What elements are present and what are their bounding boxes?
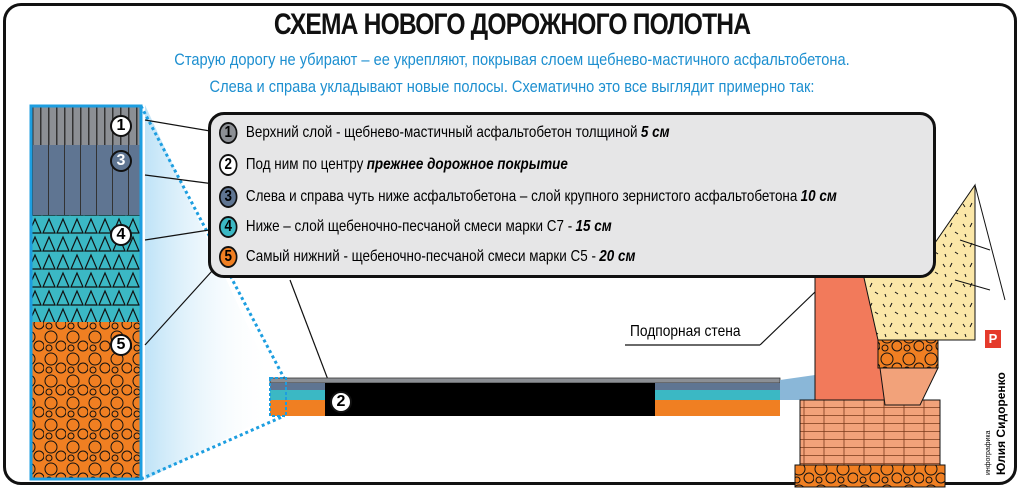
frame (3, 3, 1017, 485)
badge-5: 5 (110, 334, 132, 356)
legend-text: Самый нижний - щебеночно-песчаной смеси … (245, 248, 596, 265)
page-title: СХЕМА НОВОГО ДОРОЖНОГО ПОЛОТНА (273, 8, 751, 41)
badge-3: 3 (110, 150, 132, 172)
badge-4: 4 (110, 224, 132, 246)
wall-label: Подпорная стена (630, 323, 741, 340)
credit-role: инфографика (985, 430, 992, 475)
legend-item-4: 4 Ниже – слой щебеночно-песчаной смеси ма… (219, 215, 612, 239)
legend-item-3: 3 Слева и справа чуть ниже асфальтобетона… (219, 185, 837, 209)
subtitle-line-1: Старую дорогу не убирают – ее укрепляют,… (174, 50, 850, 69)
badge-icon: 2 (219, 154, 238, 176)
publisher-logo: Р (985, 330, 1001, 348)
legend-bold: 15 см (575, 218, 612, 235)
badge-2: 2 (330, 391, 352, 413)
legend-bold: 10 см (800, 188, 837, 205)
legend-text: Под ним по центру (245, 156, 364, 173)
legend-bold: 5 см (640, 124, 670, 141)
legend-item-5: 5 Самый нижний - щебеночно-песчаной смеси… (219, 245, 635, 269)
subtitle-line-2: Слева и справа укладывают новые полосы. … (209, 77, 815, 96)
badge-icon: 3 (219, 186, 238, 208)
badge-icon: 4 (219, 216, 238, 238)
legend-text: Ниже – слой щебеночно-песчаной смеси мар… (245, 218, 573, 235)
badge-1: 1 (110, 115, 132, 137)
badge-icon: 5 (219, 246, 238, 268)
legend-bold: прежнее дорожное покрытие (366, 156, 568, 173)
legend-item-1: 1 Верхний слой - щебнево-мастичный асфаль… (219, 121, 670, 145)
credit: инфографика Юлия Сидоренко (985, 372, 1010, 475)
legend-text: Верхний слой - щебнево-мастичный асфальт… (245, 124, 638, 141)
zoom-projection (145, 105, 272, 480)
credit-author: Юлия Сидоренко (994, 372, 1008, 475)
legend-text: Слева и справа чуть ниже асфальтобетона … (245, 188, 798, 205)
legend-item-2: 2 Под ним по центру прежнее дорожное покры… (219, 153, 568, 177)
legend-bold: 20 см (599, 248, 636, 265)
legend-box: 1 Верхний слой - щебнево-мастичный асфаль… (208, 112, 936, 278)
road-cross-section (269, 377, 781, 417)
retaining-wall (780, 183, 1006, 488)
badge-icon: 1 (219, 122, 238, 144)
